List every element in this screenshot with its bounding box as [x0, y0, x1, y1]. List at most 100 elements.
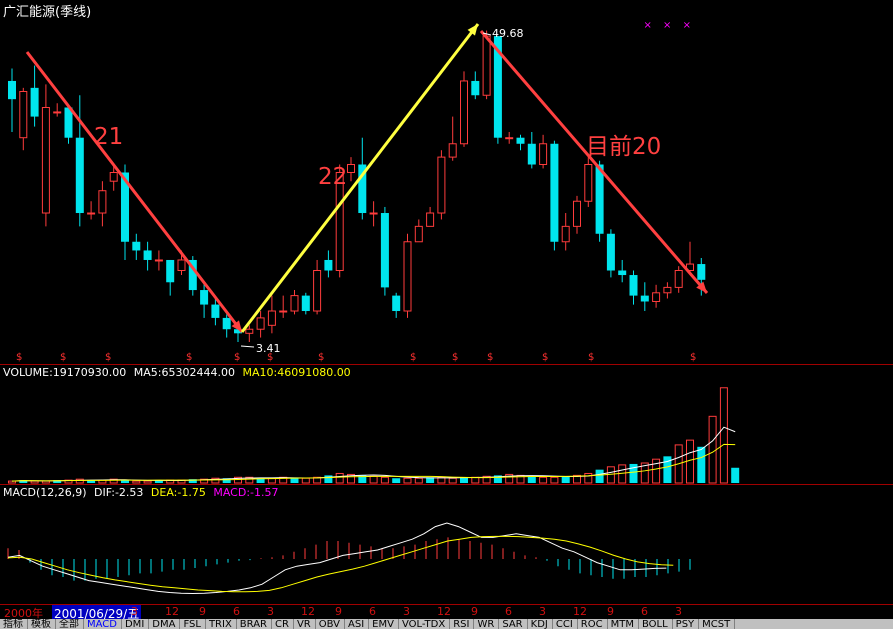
- tab-macd[interactable]: MACD: [84, 619, 122, 629]
- volume-bar-down: [527, 476, 536, 483]
- tab-brar[interactable]: BRAR: [237, 619, 272, 629]
- volume-bar-down: [392, 478, 401, 483]
- macd-chart: [7, 522, 691, 595]
- volume-bar-down: [731, 467, 740, 483]
- tab-emv[interactable]: EMV: [369, 619, 399, 629]
- tab-vr[interactable]: VR: [294, 619, 316, 629]
- signal-marker: $: [542, 352, 548, 363]
- volume-bar-down: [256, 478, 265, 483]
- tab-mtm[interactable]: MTM: [608, 619, 639, 629]
- annotation-wave-21: 21: [94, 124, 124, 150]
- candle-up: [41, 107, 50, 214]
- trend-arrow-down-2: [479, 30, 709, 294]
- macd-label: MACD:: [213, 486, 251, 499]
- volume-bar-up: [584, 472, 593, 484]
- candle-up: [19, 90, 28, 139]
- tab-wr[interactable]: WR: [474, 619, 500, 629]
- macd-pane[interactable]: MACD(12,26,9) DIF:-2.53 DEA:-1.75 MACD:-…: [0, 484, 893, 604]
- candle-up: [267, 310, 276, 326]
- tab-asi[interactable]: ASI: [345, 619, 370, 629]
- volume-bar-down: [595, 469, 604, 483]
- candle-up: [290, 295, 299, 312]
- tab-dmi[interactable]: DMI: [122, 619, 150, 629]
- candle-down: [234, 329, 242, 334]
- dea-line: [7, 535, 674, 593]
- annotation-wave-current-20: 目前20: [586, 134, 662, 160]
- volume-bar-up: [211, 477, 220, 484]
- tab-roc[interactable]: ROC: [578, 619, 608, 629]
- volume-bar-up: [109, 478, 118, 484]
- volume-bar-up: [539, 476, 548, 484]
- cursor-date: 2001/06/29/五: [52, 605, 142, 622]
- volume-ma10-line: [11, 443, 736, 482]
- candle-down: [222, 317, 231, 330]
- axis-tick-label: 9: [607, 605, 614, 618]
- candle-down: [618, 270, 627, 276]
- candle-up: [539, 143, 548, 166]
- candle-down: [697, 264, 706, 280]
- volume-label: VOLUME:: [3, 366, 53, 379]
- signal-marker: $: [690, 352, 696, 363]
- tab-全部[interactable]: 全部: [56, 619, 84, 629]
- candle-up: [414, 225, 423, 243]
- candle-up: [561, 225, 570, 243]
- candle-up: [279, 310, 288, 313]
- tab-psy[interactable]: PSY: [673, 619, 700, 629]
- volume-bar-down: [663, 456, 672, 483]
- volume-bar-down: [697, 446, 706, 483]
- volume-bar-up: [245, 476, 254, 484]
- volume-bar-up: [8, 480, 16, 484]
- signal-marker: $: [60, 352, 66, 363]
- ma5-value: 65302444.00: [161, 366, 235, 379]
- signal-marker: $: [588, 352, 594, 363]
- tab-vol-tdx[interactable]: VOL-TDX: [399, 619, 451, 629]
- tab-obv[interactable]: OBV: [316, 619, 345, 629]
- signal-marker: $: [267, 352, 273, 363]
- tab-mcst[interactable]: MCST: [699, 619, 736, 629]
- ma10-value: 46091080.00: [277, 366, 351, 379]
- marker-symbols: × × ×: [643, 20, 695, 31]
- indicator-tab-bar: 指标 模板 全部 MACD DMI DMA FSL TRIX BRAR CR VR OBV ASI EMV…: [0, 619, 893, 629]
- axis-tick-label: 3: [131, 605, 138, 618]
- candle-up: [154, 259, 163, 262]
- stock-title: 广汇能源(季线): [3, 5, 92, 20]
- candle-down: [8, 80, 16, 100]
- candle-up: [245, 328, 254, 334]
- tab-sar[interactable]: SAR: [499, 619, 528, 629]
- axis-tick-label: 6: [505, 605, 512, 618]
- volume-bar-down: [426, 477, 435, 483]
- tab-trix[interactable]: TRIX: [206, 619, 237, 629]
- volume-bar-up: [719, 387, 728, 484]
- tab-boll[interactable]: BOLL: [639, 619, 673, 629]
- tab-dma[interactable]: DMA: [149, 619, 181, 629]
- trend-arrow-down-2-head: [696, 281, 707, 293]
- candle-up: [426, 212, 435, 227]
- candle-up: [313, 270, 322, 312]
- volume-bar-down: [222, 478, 231, 483]
- trend-arrow-up-head: [467, 24, 478, 36]
- axis-tick-label: 12: [437, 605, 451, 618]
- volume-bar-up: [550, 476, 559, 484]
- tab-fsl[interactable]: FSL: [180, 619, 206, 629]
- volume-bar-up: [414, 477, 423, 484]
- volume-chart: [8, 387, 740, 484]
- tab-指标[interactable]: 指标: [0, 619, 28, 629]
- price-chart-pane[interactable]: 广汇能源(季线) × × × $ $ $ $ $ $ $ $ $ $ $ $ $ 21 22 目前20 …: [0, 0, 893, 364]
- axis-tick-label: 12: [573, 605, 587, 618]
- candle-down: [550, 143, 559, 242]
- tab-kdj[interactable]: KDJ: [528, 619, 553, 629]
- volume-bar-down: [629, 463, 638, 483]
- volume-bar-up: [448, 477, 457, 484]
- volume-bar-up: [41, 480, 50, 484]
- tab-rsi[interactable]: RSI: [450, 619, 475, 629]
- candlestick-chart: $ $ $ $ $ $ $ $ $ $ $ $ $: [8, 23, 709, 363]
- volume-bar-down: [460, 477, 468, 483]
- tab-模板[interactable]: 模板: [28, 619, 56, 629]
- tab-cr[interactable]: CR: [272, 619, 294, 629]
- candle-up: [573, 200, 581, 227]
- volume-bar-down: [53, 480, 62, 483]
- volume-pane[interactable]: VOLUME:19170930.00 MA5:65302444.00 MA10:…: [0, 364, 893, 484]
- candle-up: [482, 35, 491, 96]
- candle-down: [640, 295, 649, 302]
- tab-cci[interactable]: CCI: [553, 619, 578, 629]
